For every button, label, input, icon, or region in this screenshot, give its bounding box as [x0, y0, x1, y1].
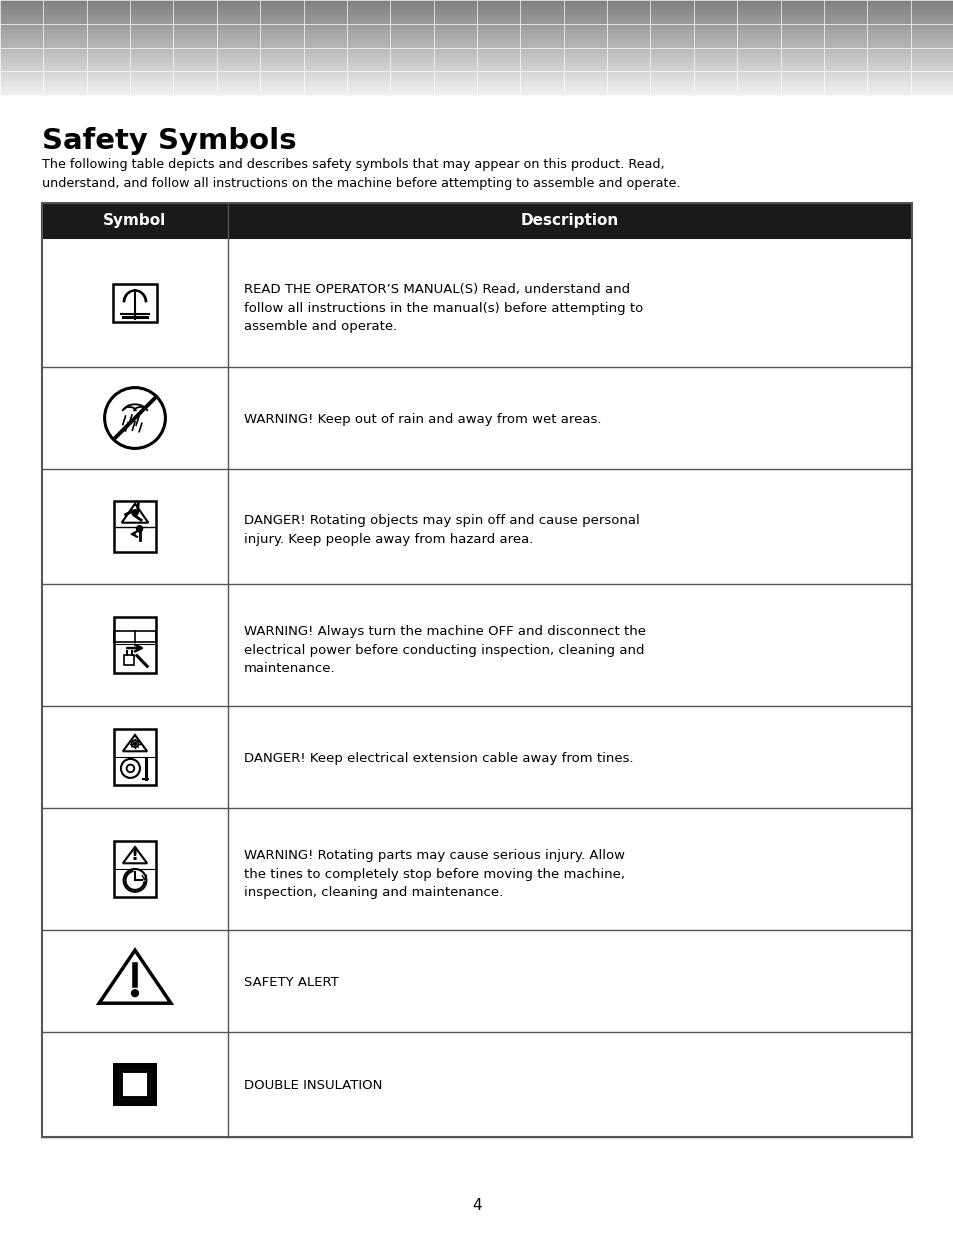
Text: Safety Symbols: Safety Symbols: [42, 127, 296, 156]
Bar: [114, 730, 155, 784]
Text: WARNING! Keep out of rain and away from wet areas.: WARNING! Keep out of rain and away from …: [244, 412, 601, 426]
Circle shape: [132, 740, 138, 747]
Bar: [114, 618, 155, 673]
Text: WARNING! Always turn the machine OFF and disconnect the
electrical power before : WARNING! Always turn the machine OFF and…: [244, 625, 645, 676]
Text: SAFETY ALERT: SAFETY ALERT: [244, 976, 338, 989]
Bar: [113, 1062, 156, 1107]
Circle shape: [133, 742, 136, 745]
Bar: [113, 284, 156, 322]
Text: WARNING! Rotating parts may cause serious injury. Allow
the tines to completely : WARNING! Rotating parts may cause seriou…: [244, 850, 624, 899]
Bar: [124, 655, 133, 666]
Text: DOUBLE INSULATION: DOUBLE INSULATION: [244, 1079, 382, 1092]
Circle shape: [121, 758, 140, 778]
Text: Symbol: Symbol: [103, 214, 167, 228]
Polygon shape: [99, 950, 171, 1003]
Polygon shape: [122, 504, 148, 522]
Bar: [119, 1068, 151, 1100]
Text: READ THE OPERATOR’S MANUAL(S) Read, understand and
follow all instructions in th: READ THE OPERATOR’S MANUAL(S) Read, unde…: [244, 283, 642, 333]
Text: !: !: [131, 846, 139, 864]
Bar: [42, 203, 911, 240]
Circle shape: [132, 510, 138, 516]
Circle shape: [124, 869, 146, 892]
Text: Description: Description: [520, 214, 618, 228]
Text: The following table depicts and describes safety symbols that may appear on this: The following table depicts and describe…: [42, 158, 679, 189]
Circle shape: [132, 989, 138, 997]
Bar: [121, 1071, 149, 1098]
Polygon shape: [123, 735, 147, 751]
Bar: [114, 501, 155, 552]
Circle shape: [105, 388, 165, 448]
Text: DANGER! Rotating objects may spin off and cause personal
injury. Keep people awa: DANGER! Rotating objects may spin off an…: [244, 514, 639, 546]
Polygon shape: [123, 847, 147, 863]
Circle shape: [136, 526, 142, 532]
Bar: [114, 841, 155, 897]
Text: DANGER! Keep electrical extension cable away from tines.: DANGER! Keep electrical extension cable …: [244, 752, 633, 764]
Text: 4: 4: [472, 1198, 481, 1213]
Bar: [42, 203, 911, 1137]
Circle shape: [127, 764, 134, 772]
